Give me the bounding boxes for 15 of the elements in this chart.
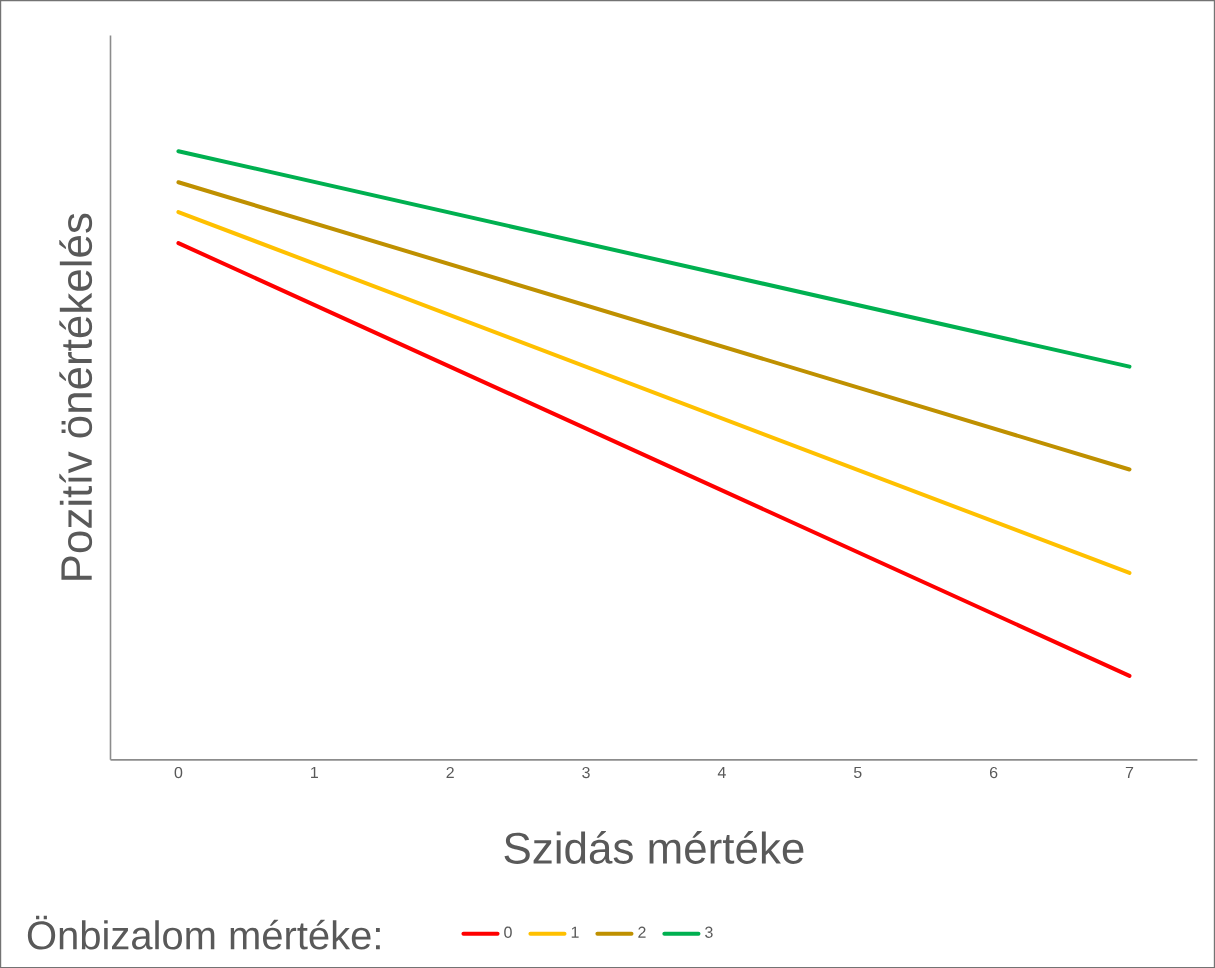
x-tick-label: 4	[717, 766, 726, 778]
x-tick-label: 2	[446, 766, 454, 778]
x-tick-label: 5	[853, 766, 862, 778]
legend-title: Önbizalom mértéke:	[27, 915, 380, 950]
x-axis-title: Szidás mértéke	[504, 830, 804, 864]
legend-label: 1	[571, 926, 579, 938]
legend-label: 2	[638, 926, 646, 938]
x-tick-label: 3	[582, 766, 590, 779]
x-tick-label: 7	[1125, 766, 1134, 778]
legend-label: 0	[504, 926, 512, 938]
x-tick-label: 1	[311, 766, 318, 778]
legend-label: 3	[705, 926, 713, 938]
y-axis-title: Pozitív önértékelés	[59, 213, 93, 580]
x-tick-label: 0	[174, 766, 183, 779]
x-tick-label: 6	[989, 766, 998, 779]
